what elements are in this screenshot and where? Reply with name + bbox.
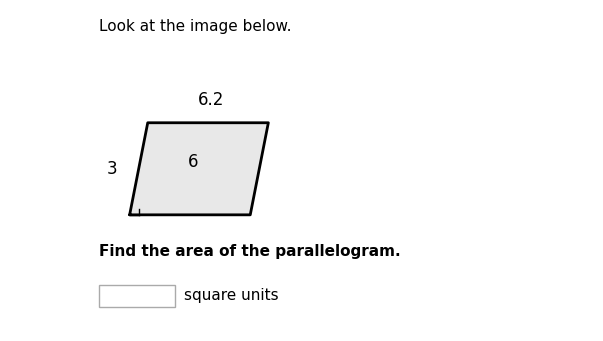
Text: Find the area of the parallelogram.: Find the area of the parallelogram. (99, 244, 401, 259)
Text: 6.2: 6.2 (198, 91, 224, 109)
Text: Look at the image below.: Look at the image below. (99, 19, 292, 34)
Text: square units: square units (184, 288, 279, 303)
Bar (99, 285, 175, 307)
Polygon shape (130, 123, 268, 215)
Text: 6: 6 (188, 153, 198, 171)
Text: 3: 3 (106, 160, 117, 178)
